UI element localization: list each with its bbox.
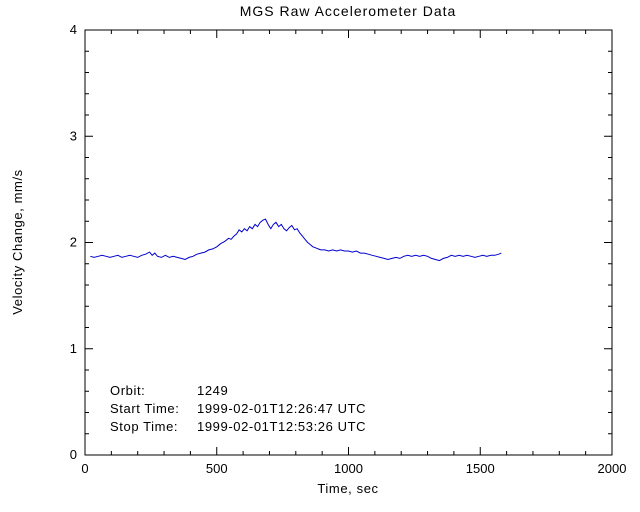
orbit-value: 1249 (197, 383, 228, 398)
y-tick-label: 1 (70, 341, 77, 356)
y-tick-label: 3 (70, 128, 77, 143)
orbit-label: Orbit: (110, 383, 145, 398)
x-axis-label: Time, sec (317, 481, 378, 496)
x-tick-label: 1500 (466, 461, 495, 476)
y-tick-label: 4 (70, 22, 77, 37)
axis-box (84, 29, 613, 456)
x-tick-label: 0 (81, 461, 88, 476)
start-time-label: Start Time: (110, 401, 179, 416)
velocity-change-line (90, 218, 502, 262)
stop-time-label: Stop Time: (110, 419, 178, 434)
x-tick-label: 2000 (598, 461, 627, 476)
stop-time-value: 1999-02-01T12:53:26 UTC (197, 419, 366, 434)
x-tick-label: 500 (206, 461, 228, 476)
plot-area: 0 500 1000 1500 2000 0 1 2 3 4 (70, 22, 627, 476)
y-tick-label: 2 (70, 235, 77, 250)
chart-title: MGS Raw Accelerometer Data (240, 3, 457, 19)
x-tick-label: 1000 (334, 461, 363, 476)
y-tick-label: 0 (70, 447, 77, 462)
y-axis-label: Velocity Change, mm/s (10, 169, 25, 315)
start-time-value: 1999-02-01T12:26:47 UTC (197, 401, 366, 416)
